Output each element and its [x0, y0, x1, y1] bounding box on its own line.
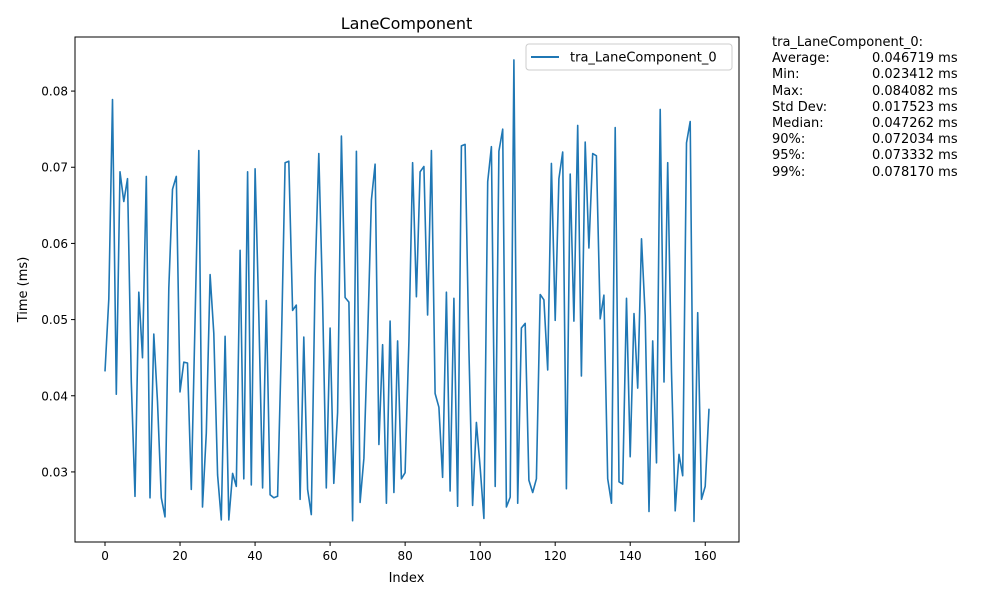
legend: tra_LaneComponent_0: [525, 43, 733, 71]
chart-title: LaneComponent: [341, 14, 473, 33]
x-tick-label: 140: [619, 549, 642, 563]
x-tick-label: 100: [469, 549, 492, 563]
stat-value: 0.023412 ms: [872, 67, 958, 83]
stat-value: 0.084082 ms: [872, 83, 958, 99]
x-tick-label: 40: [247, 549, 262, 563]
axis-ticks: 0 20 40 60 80 100 120 140 160 0.03 0.04 0.05 0.06 0.0…: [41, 85, 716, 563]
series-line: [104, 59, 710, 523]
stat-value: 0.047262 ms: [872, 116, 958, 132]
y-tick-label: 0.06: [41, 237, 68, 251]
x-tick-label: 20: [172, 549, 187, 563]
x-tick-label: 80: [397, 549, 412, 563]
x-axis-label: Index: [389, 571, 425, 586]
stats-panel: tra_LaneComponent_0: Average: 0.046719 ms…: [772, 35, 958, 181]
stat-label: Std Dev:: [772, 99, 828, 115]
stats-header: tra_LaneComponent_0:: [772, 35, 923, 50]
x-tick-label: 160: [694, 549, 717, 563]
stats-row: Median: 0.047262 ms: [772, 116, 958, 132]
stat-label: Min:: [772, 67, 800, 83]
y-tick-label: 0.04: [41, 389, 68, 403]
stats-row: Average: 0.046719 ms: [772, 51, 958, 67]
stats-row: 99%: 0.078170 ms: [772, 165, 958, 181]
stat-value: 0.046719 ms: [872, 51, 958, 67]
stat-value: 0.073332 ms: [872, 148, 958, 164]
stat-label: Average:: [772, 51, 830, 67]
stats-row: 95%: 0.073332 ms: [772, 148, 958, 164]
legend-box: [525, 43, 733, 71]
stat-label: Median:: [772, 116, 824, 132]
x-tick-label: 120: [544, 549, 567, 563]
stats-row: Min: 0.023412 ms: [772, 67, 958, 83]
stat-label: 95%:: [772, 148, 806, 164]
series-lines: [104, 59, 710, 523]
stat-label: 90%:: [772, 132, 806, 148]
y-tick-label: 0.05: [41, 313, 68, 327]
stat-value: 0.078170 ms: [872, 164, 958, 180]
x-tick-label: 0: [101, 549, 109, 563]
stat-value: 0.017523 ms: [872, 99, 958, 115]
x-tick-label: 60: [322, 549, 337, 563]
stat-label: Max:: [772, 83, 804, 99]
legend-label: tra_LaneComponent_0: [570, 51, 717, 66]
y-tick-label: 0.07: [41, 161, 68, 175]
plot-area-frame: [74, 36, 740, 543]
stats-row: Max: 0.084082 ms: [772, 84, 958, 100]
y-axis-label: Time (ms): [16, 257, 31, 324]
stats-row: 90%: 0.072034 ms: [772, 132, 958, 148]
y-tick-label: 0.03: [41, 465, 68, 479]
stat-value: 0.072034 ms: [872, 132, 958, 148]
y-tick-label: 0.08: [41, 85, 68, 99]
stat-label: 99%:: [772, 164, 806, 180]
stats-row: Std Dev: 0.017523 ms: [772, 100, 958, 116]
